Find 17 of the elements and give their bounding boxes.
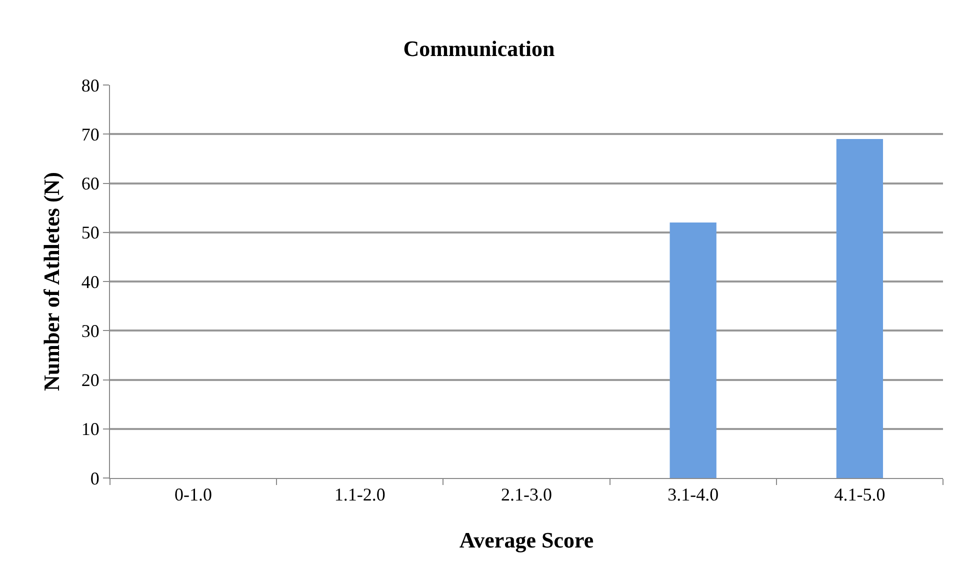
y-tick-label: 60	[81, 174, 100, 194]
chart-title: Communication	[403, 36, 555, 61]
y-tick-label: 80	[81, 75, 100, 96]
y-tick-label: 40	[81, 272, 100, 292]
y-tick-label: 20	[81, 370, 100, 390]
x-tick-label: 3.1-4.0	[668, 484, 719, 505]
x-tick-label: 2.1-3.0	[501, 484, 552, 505]
x-axis-title: Average Score	[459, 528, 594, 552]
x-tick-label: 1.1-2.0	[334, 484, 386, 505]
y-tick-label: 10	[81, 419, 100, 440]
x-tick-label: 4.1-5.0	[834, 484, 886, 505]
x-tick-label: 0-1.0	[174, 484, 212, 505]
y-tick-label: 0	[90, 468, 100, 488]
y-axis-title: Number of Athletes (N)	[39, 172, 64, 391]
y-tick-label: 70	[81, 124, 100, 144]
y-tick-label: 50	[81, 222, 100, 243]
y-tick-label: 30	[81, 320, 100, 341]
